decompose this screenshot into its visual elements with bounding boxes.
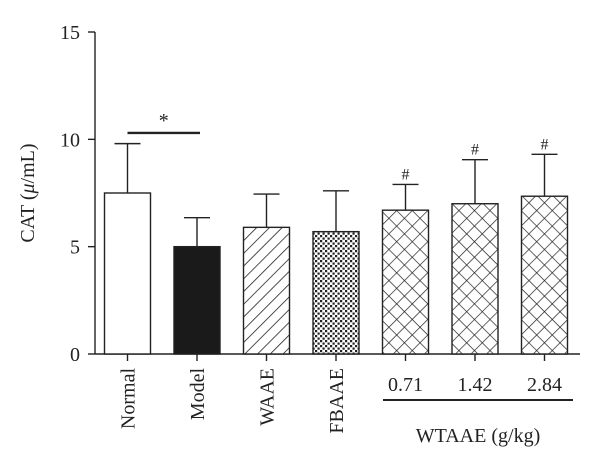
bar-fbaae xyxy=(312,230,360,355)
bar-waae xyxy=(242,226,291,355)
x-tick-label: Normal xyxy=(118,368,140,430)
wtaae-group-label: WTAAE (g/kg) xyxy=(416,425,540,447)
y-tick-label: 10 xyxy=(60,129,80,151)
significance-annotations: * # # # xyxy=(127,110,549,183)
y-axis-label: CAT (μ/mL) xyxy=(17,143,39,242)
bar-2-84 xyxy=(520,195,569,355)
y-tick-label: 0 xyxy=(70,344,80,366)
x-tick-label: WAAE xyxy=(257,368,279,426)
x-axis-ticks: Normal Model WAAE FBAAE 0.71 1.42 2.84 xyxy=(118,354,562,434)
bar-1-42 xyxy=(451,203,499,355)
bar-normal xyxy=(103,192,152,355)
bar-model xyxy=(173,245,221,355)
significance-hash: # xyxy=(541,136,549,153)
x-tick-label: 2.84 xyxy=(527,374,562,396)
significance-hash: # xyxy=(471,142,479,159)
x-tick-label: 1.42 xyxy=(458,374,493,396)
y-tick-label: 15 xyxy=(60,22,80,44)
y-tick-label: 5 xyxy=(70,237,80,259)
significance-hash: # xyxy=(402,166,410,183)
x-tick-label: Model xyxy=(187,368,209,421)
y-axis-ticks: 0 5 10 15 xyxy=(60,22,95,366)
bar-0-71 xyxy=(381,209,430,355)
error-bars xyxy=(114,142,558,247)
significance-star: * xyxy=(159,110,169,132)
x-tick-label: FBAAE xyxy=(326,368,348,434)
x-tick-label: 0.71 xyxy=(388,374,423,396)
